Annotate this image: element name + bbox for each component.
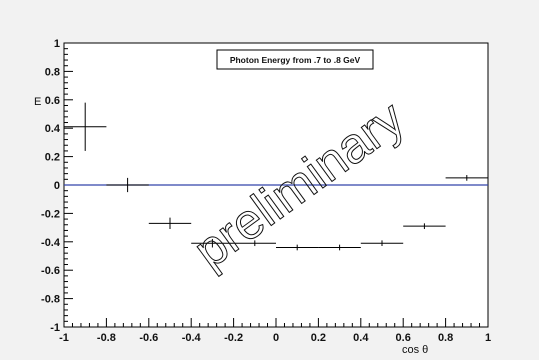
x-tick-label: 0: [273, 332, 279, 344]
x-tick-label: 1: [485, 332, 491, 344]
y-tick-label: 0: [54, 180, 60, 192]
x-tick-label: 0.6: [396, 332, 411, 344]
y-tick-label: 0.6: [45, 95, 60, 107]
data-point: [64, 102, 107, 151]
x-tick-label: -0.2: [224, 332, 243, 344]
y-tick-label: -1: [50, 322, 60, 334]
x-tick-label: -1: [59, 332, 69, 344]
axis-ticks: [63, 42, 489, 328]
tick-labels: -1 -0.8 -0.6 -0.4 -0.2 0 0.2 0.4 0.6 0.8 1 -1 -0.8 -0…: [41, 38, 491, 344]
y-tick-label: 0.2: [45, 152, 60, 164]
data-point: [106, 177, 149, 193]
legend-frame: [216, 49, 374, 70]
data-point: [148, 217, 192, 230]
x-tick-label: 0.4: [353, 332, 369, 344]
x-axis-title: cos θ: [402, 344, 428, 356]
y-tick-label: 0.8: [45, 66, 60, 78]
legend-box: Photon Energy from .7 to .8 GeV: [216, 49, 374, 70]
data-point: [403, 223, 446, 230]
data-point: [360, 240, 404, 247]
data-point: [233, 240, 276, 247]
y-tick-label: 1: [54, 38, 60, 50]
chart-title: Photon Energy from .7 to .8 GeV: [230, 55, 361, 65]
y-axis-title: E: [34, 96, 41, 108]
x-tick-label: 0.8: [438, 332, 453, 344]
data-point: [276, 244, 319, 251]
y-tick-label: 0.4: [45, 123, 61, 135]
y-tick-label: -0.4: [41, 237, 61, 249]
data-point: [191, 238, 234, 248]
data-point: [445, 175, 488, 181]
data-point: [318, 244, 361, 251]
y-tick-label: -0.8: [41, 294, 60, 306]
x-tick-label: 0.2: [311, 332, 326, 344]
x-tick-label: -0.6: [139, 332, 158, 344]
y-tick-label: -0.6: [41, 265, 60, 277]
data-points: [64, 102, 488, 251]
y-tick-label: -0.2: [41, 208, 60, 220]
x-tick-label: -0.4: [182, 332, 202, 344]
x-tick-label: -0.8: [97, 332, 116, 344]
